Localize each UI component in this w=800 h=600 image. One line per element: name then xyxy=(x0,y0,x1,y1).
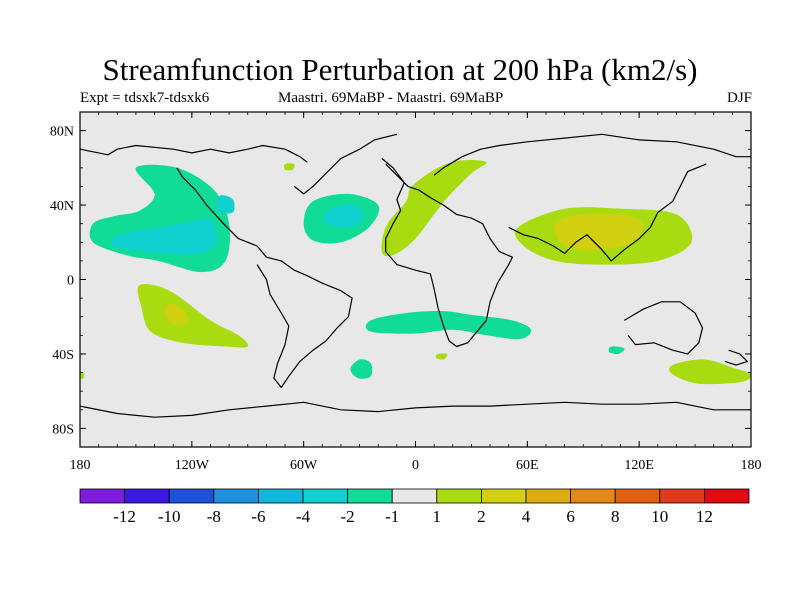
experiment-label: Expt = tdsxk7-tdsxk6 xyxy=(80,90,210,106)
colorbar-swatch xyxy=(124,488,170,504)
colorbar-label: 8 xyxy=(611,507,620,526)
colorbar-swatch xyxy=(525,488,571,504)
anomaly-region xyxy=(216,195,235,214)
colorbar-label: -4 xyxy=(296,507,311,526)
colorbar-label: -1 xyxy=(385,507,399,526)
colorbar-label: -12 xyxy=(113,507,136,526)
anomaly-region xyxy=(669,359,751,385)
colorbar-swatch xyxy=(570,488,616,504)
anomaly-region xyxy=(350,359,373,379)
coastline xyxy=(508,163,707,262)
lon-tick-label: 60E xyxy=(516,458,539,473)
anomaly-region xyxy=(324,204,364,228)
lon-tick-label: 180 xyxy=(70,458,91,473)
lon-tick-label: 60W xyxy=(290,458,318,473)
coastline xyxy=(433,133,751,176)
colorbar-swatch xyxy=(168,488,215,504)
colorbar: -12 -10 -8 -6 -4 -2 -1 1 2 4 6 8 10 12 xyxy=(79,488,750,526)
colorbar-label: -2 xyxy=(341,507,355,526)
colorbar-swatch xyxy=(480,488,527,504)
anomaly-region xyxy=(381,159,487,257)
colorbar-label: 2 xyxy=(477,507,486,526)
colorbar-swatch xyxy=(614,488,661,504)
season-label: DJF xyxy=(726,90,752,106)
lat-tick-label: 40N xyxy=(50,199,74,214)
lon-tick-label: 0 xyxy=(412,458,419,473)
period-label: Maastri. 69MaBP - Maastri. 69MaBP xyxy=(278,90,504,106)
colorbar-label: 1 xyxy=(433,507,442,526)
colorbar-label: -6 xyxy=(251,507,265,526)
coastline-layer xyxy=(80,133,751,418)
lat-tick-label: 80S xyxy=(52,422,74,437)
anomaly-region xyxy=(163,303,189,325)
lon-tick-label: 120W xyxy=(175,458,210,473)
colorbar-swatch xyxy=(302,488,348,504)
coastline xyxy=(80,144,308,163)
colorbar-swatch xyxy=(659,488,705,504)
coastline xyxy=(724,349,748,366)
anomaly-layer xyxy=(80,159,751,385)
colorbar-swatch xyxy=(213,488,259,504)
colorbar-label: -10 xyxy=(158,507,181,526)
lon-tick-label: 180 xyxy=(741,458,762,473)
anomaly-region xyxy=(365,311,532,340)
anomaly-region xyxy=(283,163,295,171)
colorbar-label: 12 xyxy=(696,507,713,526)
anomaly-region xyxy=(608,346,625,355)
coastline xyxy=(623,301,704,355)
anomaly-region xyxy=(137,283,249,348)
coastline xyxy=(80,401,751,418)
colorbar-swatch xyxy=(257,488,304,504)
coastline xyxy=(381,158,513,348)
colorbar-label: 6 xyxy=(566,507,575,526)
lon-tick-label: 120E xyxy=(624,458,654,473)
colorbar-label: 10 xyxy=(651,507,668,526)
colorbar-label: 4 xyxy=(522,507,531,526)
colorbar-label: -8 xyxy=(207,507,221,526)
coastline xyxy=(176,167,353,388)
colorbar-swatch xyxy=(704,488,750,504)
lat-tick-label: 40S xyxy=(52,348,74,363)
colorbar-swatch xyxy=(347,488,393,504)
anomaly-region xyxy=(80,371,85,379)
lat-tick-label: 80N xyxy=(50,125,74,140)
plot-title: Streamfunction Perturbation at 200 hPa (… xyxy=(102,52,698,87)
anomaly-region xyxy=(554,213,644,250)
map-background xyxy=(80,112,751,447)
coastline xyxy=(293,133,398,195)
colorbar-swatch xyxy=(79,488,125,504)
anomaly-region xyxy=(435,353,448,360)
colorbar-swatch xyxy=(391,488,438,504)
colorbar-swatch xyxy=(436,488,482,504)
axis-ticks: 180 120W 60W 0 60E 120E 180 80N 40N 0 40S 80S xyxy=(50,111,762,473)
anomaly-region xyxy=(111,218,217,255)
lat-tick-label: 0 xyxy=(67,274,74,289)
